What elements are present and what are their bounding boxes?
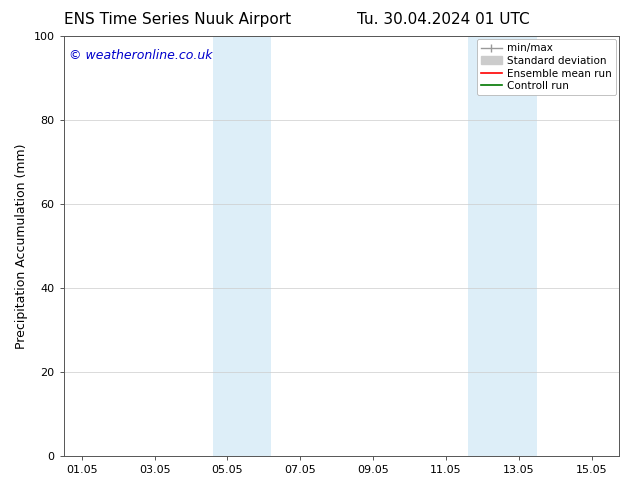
Bar	[468, 36, 537, 456]
Text: © weatheronline.co.uk: © weatheronline.co.uk	[69, 49, 212, 62]
Text: ENS Time Series Nuuk Airport: ENS Time Series Nuuk Airport	[64, 12, 291, 27]
Y-axis label: Precipitation Accumulation (mm): Precipitation Accumulation (mm)	[15, 143, 28, 349]
Legend: min/max, Standard deviation, Ensemble mean run, Controll run: min/max, Standard deviation, Ensemble me…	[477, 39, 616, 96]
Bar	[213, 36, 271, 456]
Text: Tu. 30.04.2024 01 UTC: Tu. 30.04.2024 01 UTC	[358, 12, 530, 27]
